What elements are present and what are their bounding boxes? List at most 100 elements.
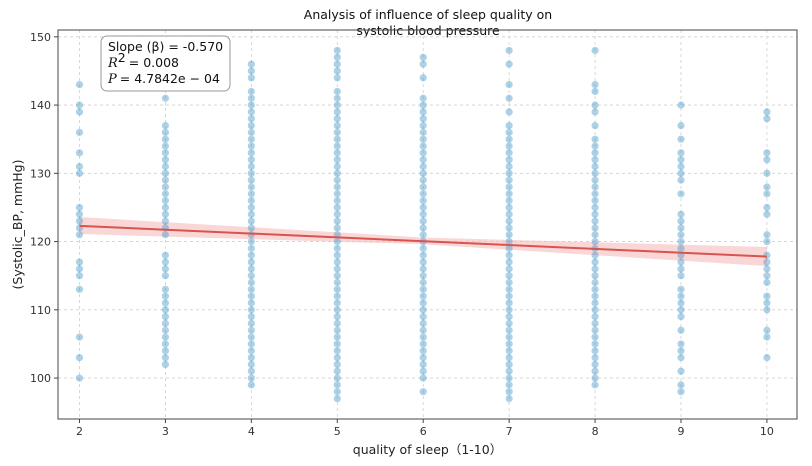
x-tick-label: 8: [592, 425, 599, 438]
data-point: [333, 87, 341, 96]
y-tick-label: 130: [30, 167, 51, 180]
data-point: [247, 183, 255, 191]
data-point: [505, 203, 513, 212]
data-point: [419, 101, 427, 109]
x-tick-label: 5: [334, 425, 341, 438]
data-point: [161, 326, 170, 334]
stats-annotation-box: Slope (β) = -0.570 R2 = 0.008 P = 4.7842e …: [100, 35, 231, 92]
data-point: [75, 101, 84, 109]
data-point: [591, 149, 599, 157]
data-point: [505, 258, 513, 266]
data-point: [591, 217, 599, 225]
data-point: [161, 142, 170, 150]
data-point: [505, 360, 513, 369]
data-point: [333, 108, 341, 116]
data-point: [333, 183, 341, 191]
data-point: [161, 176, 170, 184]
chart-title-line-1: Analysis of influence of sleep quality o…: [304, 7, 552, 22]
data-point: [333, 367, 341, 375]
data-point: [419, 156, 427, 164]
data-point: [419, 313, 427, 321]
data-point: [161, 162, 170, 171]
x-tick-label: 7: [506, 425, 513, 438]
data-point: [505, 156, 513, 164]
y-tick-label: 110: [30, 304, 51, 317]
tick-labels: 2 3 4 5 6 7 8 9 10 100 110 120 130 140 150: [30, 31, 774, 438]
slope-annotation: Slope (β) = -0.570: [108, 39, 223, 54]
data-point: [333, 340, 341, 348]
data-point: [247, 149, 255, 157]
data-point: [161, 203, 170, 212]
data-point: [591, 87, 599, 96]
data-point: [505, 224, 513, 232]
data-point: [763, 210, 771, 218]
data-point: [505, 60, 513, 68]
data-point: [591, 142, 599, 150]
data-point: [333, 115, 341, 123]
data-point: [591, 197, 599, 205]
data-point: [763, 190, 771, 198]
data-point: [247, 224, 255, 232]
data-point: [161, 292, 170, 300]
data-point: [419, 217, 427, 225]
data-point: [505, 381, 513, 389]
data-point: [333, 156, 341, 164]
data-point: [591, 299, 599, 307]
data-point: [247, 121, 255, 130]
data-point: [677, 169, 685, 177]
data-point: [419, 272, 427, 280]
data-point: [247, 197, 255, 205]
data-point: [247, 162, 255, 171]
data-point: [333, 60, 341, 68]
data-point: [333, 278, 341, 287]
data-point: [247, 101, 255, 109]
data-point: [161, 210, 170, 218]
data-point: [333, 128, 341, 136]
data-point: [591, 285, 599, 293]
data-point: [591, 176, 599, 184]
data-point: [75, 162, 84, 171]
data-point: [505, 121, 513, 130]
data-point: [591, 353, 599, 362]
data-point: [505, 251, 513, 259]
data-point: [763, 156, 771, 164]
data-point: [677, 285, 685, 293]
data-point: [333, 74, 341, 82]
data-point: [419, 224, 427, 232]
data-point: [591, 313, 599, 321]
data-point: [333, 197, 341, 205]
data-point: [161, 353, 170, 362]
p-value-annotation: P = 4.7842e − 04: [107, 71, 220, 87]
data-point: [505, 319, 513, 328]
data-point: [419, 197, 427, 205]
data-point: [505, 340, 513, 348]
data-point: [333, 217, 341, 225]
data-point: [75, 333, 84, 341]
data-point: [505, 169, 513, 177]
data-point: [419, 278, 427, 287]
data-point: [419, 231, 427, 239]
data-point: [677, 265, 685, 273]
data-point: [75, 285, 84, 293]
data-point: [161, 313, 170, 321]
regression-line-layer: [79, 224, 767, 258]
data-point: [333, 190, 341, 198]
data-point: [333, 265, 341, 273]
data-point: [505, 347, 513, 355]
data-point: [247, 319, 255, 328]
data-point: [247, 176, 255, 184]
data-point: [677, 292, 685, 300]
data-point: [505, 388, 513, 396]
data-point: [161, 128, 170, 136]
data-point: [247, 374, 255, 382]
data-point: [677, 388, 685, 396]
data-point: [419, 360, 427, 369]
data-point: [591, 326, 599, 334]
regression-line: [79, 224, 767, 258]
data-point: [333, 285, 341, 293]
data-point: [591, 258, 599, 266]
data-point: [333, 101, 341, 109]
data-point: [763, 353, 771, 362]
data-point: [247, 94, 255, 102]
